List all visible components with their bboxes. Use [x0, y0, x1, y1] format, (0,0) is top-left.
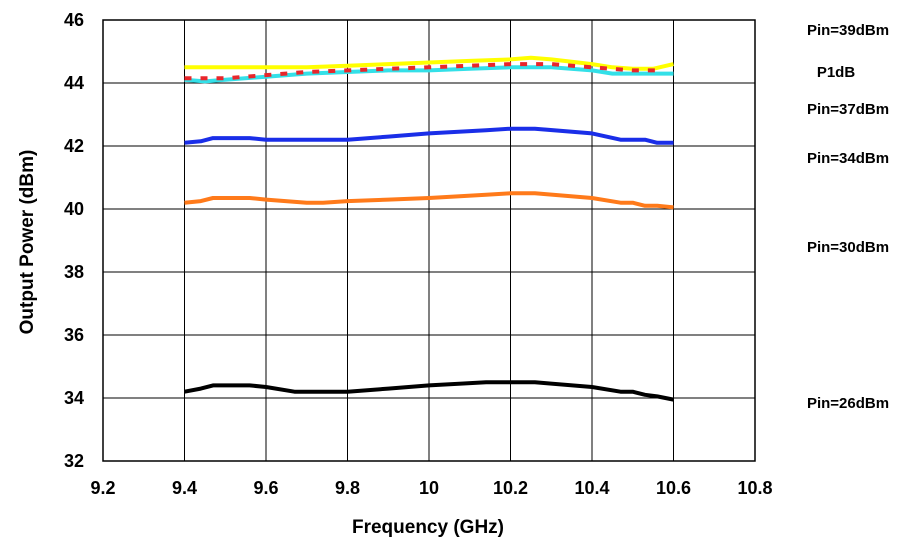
series-lines [184, 55, 674, 402]
series-label: Pin=37dBm [807, 101, 889, 118]
y-tick-label: 36 [64, 325, 84, 345]
series-labels: Pin=39dBm P1dB Pin=37dBm Pin=34dBm Pin=30dBm… [807, 22, 889, 412]
series-line-pin-34dbm [184, 126, 674, 145]
x-tick-label: 9.2 [90, 478, 115, 498]
series-label: Pin=30dBm [807, 239, 889, 256]
x-tick-label: 9.4 [172, 478, 197, 498]
series-line-pin-26dbm [184, 380, 674, 402]
plot-frame [102, 19, 756, 462]
series-label: Pin=26dBm [807, 395, 889, 412]
x-tick-label: 10.2 [493, 478, 528, 498]
series-label: Pin=34dBm [807, 150, 889, 167]
y-tick-label: 38 [64, 262, 84, 282]
x-tick-labels: 9.2 9.4 9.6 9.8 10 10.2 10.4 10.6 10.8 [90, 478, 772, 498]
grid [102, 19, 756, 462]
y-tick-label: 34 [64, 388, 84, 408]
x-tick-label: 10.8 [737, 478, 772, 498]
x-tick-label: 9.6 [253, 478, 278, 498]
series-label: P1dB [817, 64, 856, 81]
x-tick-label: 10 [419, 478, 439, 498]
series-line-p1db [184, 62, 662, 81]
y-axis-label: Output Power (dBm) [17, 150, 38, 335]
y-tick-label: 32 [64, 451, 84, 471]
x-tick-label: 9.8 [335, 478, 360, 498]
x-axis-label: Frequency (GHz) [352, 517, 504, 538]
y-tick-label: 42 [64, 136, 84, 156]
y-tick-labels: 32 34 36 38 40 42 44 46 [64, 10, 84, 471]
series-line-pin-37dbm [184, 65, 674, 84]
x-tick-label: 10.6 [656, 478, 691, 498]
series-line-pin-30dbm [184, 191, 674, 210]
y-tick-label: 44 [64, 73, 84, 93]
x-tick-label: 10.4 [574, 478, 609, 498]
y-tick-label: 40 [64, 199, 84, 219]
series-label: Pin=39dBm [807, 22, 889, 39]
y-tick-label: 46 [64, 10, 84, 30]
